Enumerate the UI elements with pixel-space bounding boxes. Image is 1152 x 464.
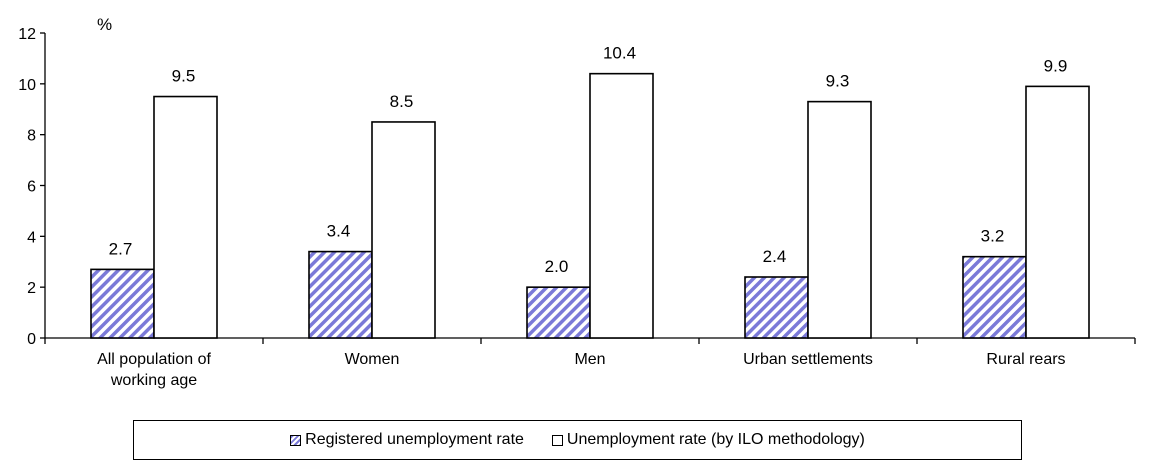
legend: Registered unemployment rate Unemploymen…: [133, 420, 1022, 460]
bar-registered: [744, 276, 809, 339]
x-category-label: working age: [110, 372, 197, 389]
data-label: 8.5: [390, 92, 414, 111]
y-tick-label: 12: [18, 26, 36, 43]
data-label: 3.2: [981, 227, 1005, 246]
bar-ilo: [589, 72, 654, 339]
bar-ilo: [371, 121, 436, 339]
legend-label-ilo: Unemployment rate (by ILO methodology): [566, 431, 865, 448]
legend-swatch-white: [551, 434, 563, 446]
bar-chart: % 0 2 4 6 8 10 12 All population of working age W…: [18, 15, 1136, 389]
data-label: 9.3: [826, 72, 850, 91]
data-label: 2.0: [545, 257, 569, 276]
x-category-label: Men: [574, 351, 605, 368]
y-tick-label: 4: [27, 229, 36, 246]
bar-registered: [526, 286, 591, 339]
x-category-label: Urban settlements: [743, 351, 873, 368]
y-tick-label: 6: [27, 179, 36, 196]
bar-ilo: [1025, 85, 1090, 339]
data-label: 2.7: [109, 239, 133, 258]
legend-label-registered: Registered unemployment rate: [305, 431, 524, 448]
bar-ilo: [807, 100, 872, 339]
y-tick-label: 0: [27, 331, 36, 348]
x-category-label: Women: [345, 351, 400, 368]
y-axis-unit-label: %: [97, 15, 112, 34]
data-label: 10.4: [603, 44, 636, 63]
legend-item-ilo: Unemployment rate (by ILO methodology): [551, 431, 865, 449]
axes: 0 2 4 6 8 10 12 All population of working age Wom…: [18, 26, 1136, 389]
y-tick-label: 10: [18, 77, 36, 94]
data-labels: 2.7 9.5 3.4 8.5 2.0 10.4 2.4 9.3 3.2 9.9: [109, 44, 1068, 276]
bar-registered: [308, 250, 373, 339]
y-tick-label: 2: [27, 280, 36, 297]
x-category-label: All population of: [97, 351, 211, 368]
bars: [90, 72, 1090, 339]
data-label: 9.5: [172, 67, 196, 86]
bar-registered: [962, 255, 1027, 339]
data-label: 9.9: [1044, 56, 1068, 75]
bar-ilo: [153, 95, 218, 339]
x-category-label: Rural rears: [986, 351, 1065, 368]
legend-swatch-hatched: [290, 434, 302, 446]
legend-item-registered: Registered unemployment rate: [290, 431, 524, 449]
y-tick-label: 8: [27, 128, 36, 145]
data-label: 3.4: [327, 222, 351, 241]
bar-registered: [90, 268, 155, 339]
data-label: 2.4: [763, 247, 787, 266]
